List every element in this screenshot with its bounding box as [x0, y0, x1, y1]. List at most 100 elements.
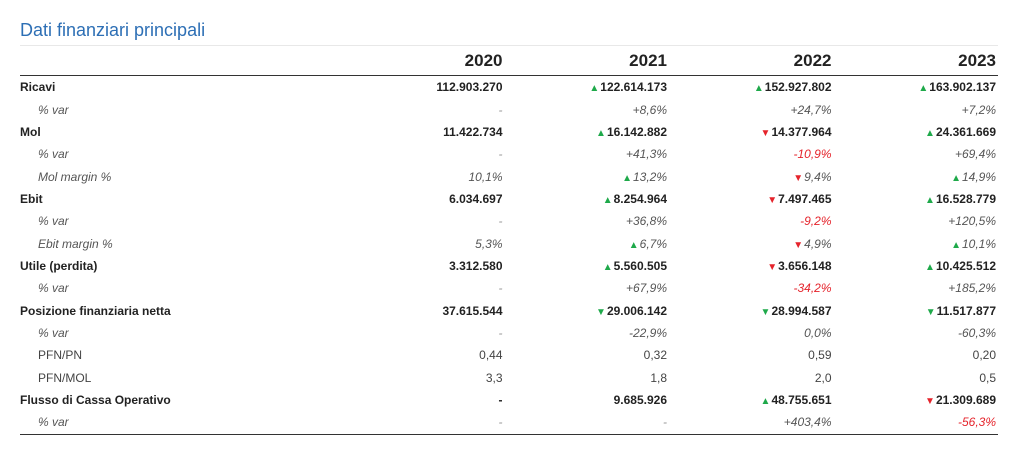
arrow-up-icon: ▲	[918, 83, 929, 95]
cell-value: -	[498, 147, 503, 162]
cell-value: 16.528.779	[935, 191, 996, 206]
cell-value: 163.902.137	[929, 80, 996, 95]
value-cell-2022: ▼4,9%	[669, 232, 834, 254]
cell-value: -34,2%	[793, 281, 832, 296]
row-label: % var	[20, 277, 340, 299]
value-cell-2020: -	[340, 143, 505, 165]
row-label: Flusso di Cassa Operativo	[20, 389, 340, 411]
cell-value: 11.517.877	[936, 303, 996, 318]
value-cell-2021: ▼29.006.142	[505, 299, 670, 321]
table-row: Ebit margin % 5,3% ▲6,7% ▼4,9% ▲10,1%	[20, 232, 998, 254]
cell-value: +24,7%	[790, 102, 832, 117]
value-cell-2023: -56,3%	[833, 411, 998, 435]
row-label: PFN/PN	[20, 344, 340, 366]
value-cell-2021: ▲6,7%	[505, 232, 670, 254]
cell-value: +36,8%	[625, 214, 667, 229]
table-row: PFN/PN 0,44 0,32 0,59 0,20	[20, 344, 998, 366]
cell-value: 0,5	[979, 370, 996, 385]
value-cell-2021: ▲16.142.882	[505, 121, 670, 143]
cell-value: +120,5%	[948, 214, 996, 229]
cell-value: 6,7%	[639, 236, 667, 251]
row-label-text: PFN/PN	[38, 348, 83, 363]
cell-value: -	[498, 392, 503, 407]
row-label: % var	[20, 322, 340, 344]
table-row: Mol 11.422.734 ▲16.142.882 ▼14.377.964 ▲24.3…	[20, 121, 998, 143]
value-cell-2022: 0,0%	[669, 322, 834, 344]
value-cell-2022: ▲48.755.651	[669, 389, 834, 411]
value-cell-2023: ▼11.517.877	[834, 299, 999, 321]
value-cell-2020: 3,3	[340, 366, 505, 388]
row-label-text: Ricavi	[20, 80, 56, 95]
row-label: Ricavi	[20, 76, 340, 99]
arrow-down-icon: ▼	[760, 306, 771, 318]
cell-value: 152.927.802	[764, 80, 832, 95]
row-label-text: Flusso di Cassa Operativo	[20, 392, 171, 407]
cell-value: 5,3%	[475, 236, 503, 251]
cell-value: 2,0	[814, 370, 832, 385]
row-label-text: Mol	[20, 124, 41, 139]
cell-value: 24.361.669	[935, 124, 996, 139]
table-row: % var - +8,6% +24,7% +7,2%	[20, 98, 998, 120]
cell-value: 122.614.173	[600, 80, 667, 95]
cell-value: 16.142.882	[606, 124, 667, 139]
row-label: % var	[20, 210, 340, 232]
row-label-text: PFN/MOL	[38, 370, 92, 385]
cell-value: +403,4%	[783, 415, 832, 430]
value-cell-2020: 3.312.580	[340, 255, 505, 277]
arrow-up-icon: ▲	[628, 239, 639, 251]
table-row: PFN/MOL 3,3 1,8 2,0 0,5	[20, 366, 998, 388]
value-cell-2021: ▲13,2%	[505, 165, 670, 187]
cell-value: 6.034.697	[449, 191, 503, 206]
table-row: % var - -22,9% 0,0% -60,3%	[20, 322, 998, 344]
row-label: % var	[20, 411, 340, 435]
value-cell-2023: ▲10,1%	[834, 232, 999, 254]
cell-value: 1,8	[650, 370, 667, 385]
cell-value: -9,2%	[800, 214, 832, 229]
cell-value: 28.994.587	[771, 303, 832, 318]
cell-value: 4,9%	[804, 236, 832, 251]
row-label: PFN/MOL	[20, 366, 340, 388]
arrow-up-icon: ▲	[951, 239, 961, 251]
value-cell-2023: ▲163.902.137	[834, 76, 999, 99]
row-label-text: % var	[38, 281, 69, 296]
cell-value: 29.006.142	[606, 303, 667, 318]
value-cell-2023: ▲14,9%	[834, 165, 999, 187]
value-cell-2022: ▼7.497.465	[669, 188, 834, 210]
arrow-down-icon: ▼	[793, 172, 804, 184]
value-cell-2023: -60,3%	[834, 322, 999, 344]
row-label-text: % var	[38, 325, 69, 340]
row-label: % var	[20, 98, 340, 120]
cell-value: -56,3%	[957, 415, 996, 430]
value-cell-2022: -10,9%	[669, 143, 834, 165]
table-row: Mol margin % 10,1% ▲13,2% ▼9,4% ▲14,9%	[20, 165, 998, 187]
table-row: % var - +41,3% -10,9% +69,4%	[20, 143, 998, 165]
table-row: Flusso di Cassa Operativo -9.685.926 ▲48.7…	[20, 389, 998, 411]
table-row: % var - +67,9% -34,2% +185,2%	[20, 277, 998, 299]
cell-value: +41,3%	[625, 147, 667, 162]
row-label: Utile (perdita)	[20, 255, 340, 277]
value-cell-2020: 37.615.544	[340, 299, 505, 321]
column-header-2022: 2022	[669, 46, 834, 76]
table-row: Utile (perdita) 3.312.580 ▲5.560.505 ▼3.656…	[20, 255, 998, 277]
cell-value: 3,3	[485, 370, 503, 385]
row-label-text: % var	[38, 102, 69, 117]
column-header-2020: 2020	[340, 46, 505, 76]
value-cell-2021: ▲122.614.173	[505, 76, 670, 99]
arrow-up-icon: ▲	[602, 261, 613, 273]
cell-value: 3.656.148	[778, 258, 832, 273]
value-cell-2023: 0,20	[834, 344, 999, 366]
value-cell-2022: ▼9,4%	[669, 165, 834, 187]
cell-value: 5.560.505	[613, 258, 667, 273]
cell-value: 0,20	[972, 348, 996, 363]
cell-value: 13,2%	[632, 169, 667, 184]
arrow-down-icon: ▼	[925, 395, 935, 407]
cell-value: 48.755.651	[771, 392, 832, 407]
cell-value: 14.377.964	[771, 124, 832, 139]
cell-value: +7,2%	[961, 102, 996, 117]
cell-value: -	[498, 214, 503, 229]
value-cell-2022: 0,59	[669, 344, 834, 366]
arrow-down-icon: ▼	[760, 127, 771, 139]
value-cell-2020: -	[340, 411, 505, 435]
value-cell-2021: ▲5.560.505	[505, 255, 670, 277]
header-row: 2020 2021 2022 2023	[20, 46, 998, 76]
